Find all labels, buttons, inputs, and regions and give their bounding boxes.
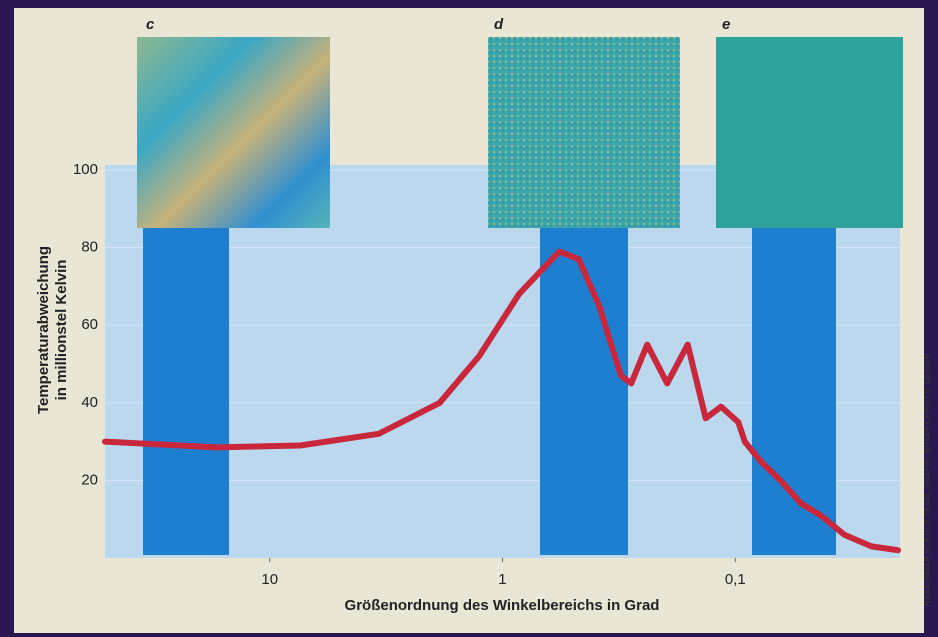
y-tick-label: 20 bbox=[81, 471, 98, 488]
y-tick-label: 60 bbox=[81, 316, 98, 333]
x-tick-label: 10 bbox=[261, 571, 278, 588]
panel-label: c bbox=[146, 16, 155, 33]
y-tick-label: 80 bbox=[81, 239, 98, 256]
y-tick-label: 40 bbox=[81, 394, 98, 411]
band bbox=[143, 225, 229, 555]
sky-map bbox=[488, 37, 680, 228]
credit: NASA/WMAP SCIENCE TEAM, GRAFIK: BRYAN CH… bbox=[923, 353, 932, 606]
band bbox=[752, 225, 836, 555]
chart: c d e Größenordnung des Winkelbereichs i… bbox=[0, 0, 938, 637]
x-tick-label: 1 bbox=[498, 571, 506, 588]
y-axis-label: in millionstel Kelvin bbox=[53, 260, 70, 401]
panel-label: e bbox=[722, 16, 730, 33]
x-axis-label: Größenordnung des Winkelbereichs in Grad bbox=[345, 597, 660, 614]
sky-map bbox=[137, 37, 330, 228]
y-tick-label: 100 bbox=[73, 161, 98, 178]
y-axis-label: Temperaturabweichung bbox=[35, 246, 52, 414]
sky-map bbox=[716, 37, 903, 228]
panel-label: d bbox=[494, 16, 504, 33]
x-tick-label: 0,1 bbox=[725, 571, 746, 588]
